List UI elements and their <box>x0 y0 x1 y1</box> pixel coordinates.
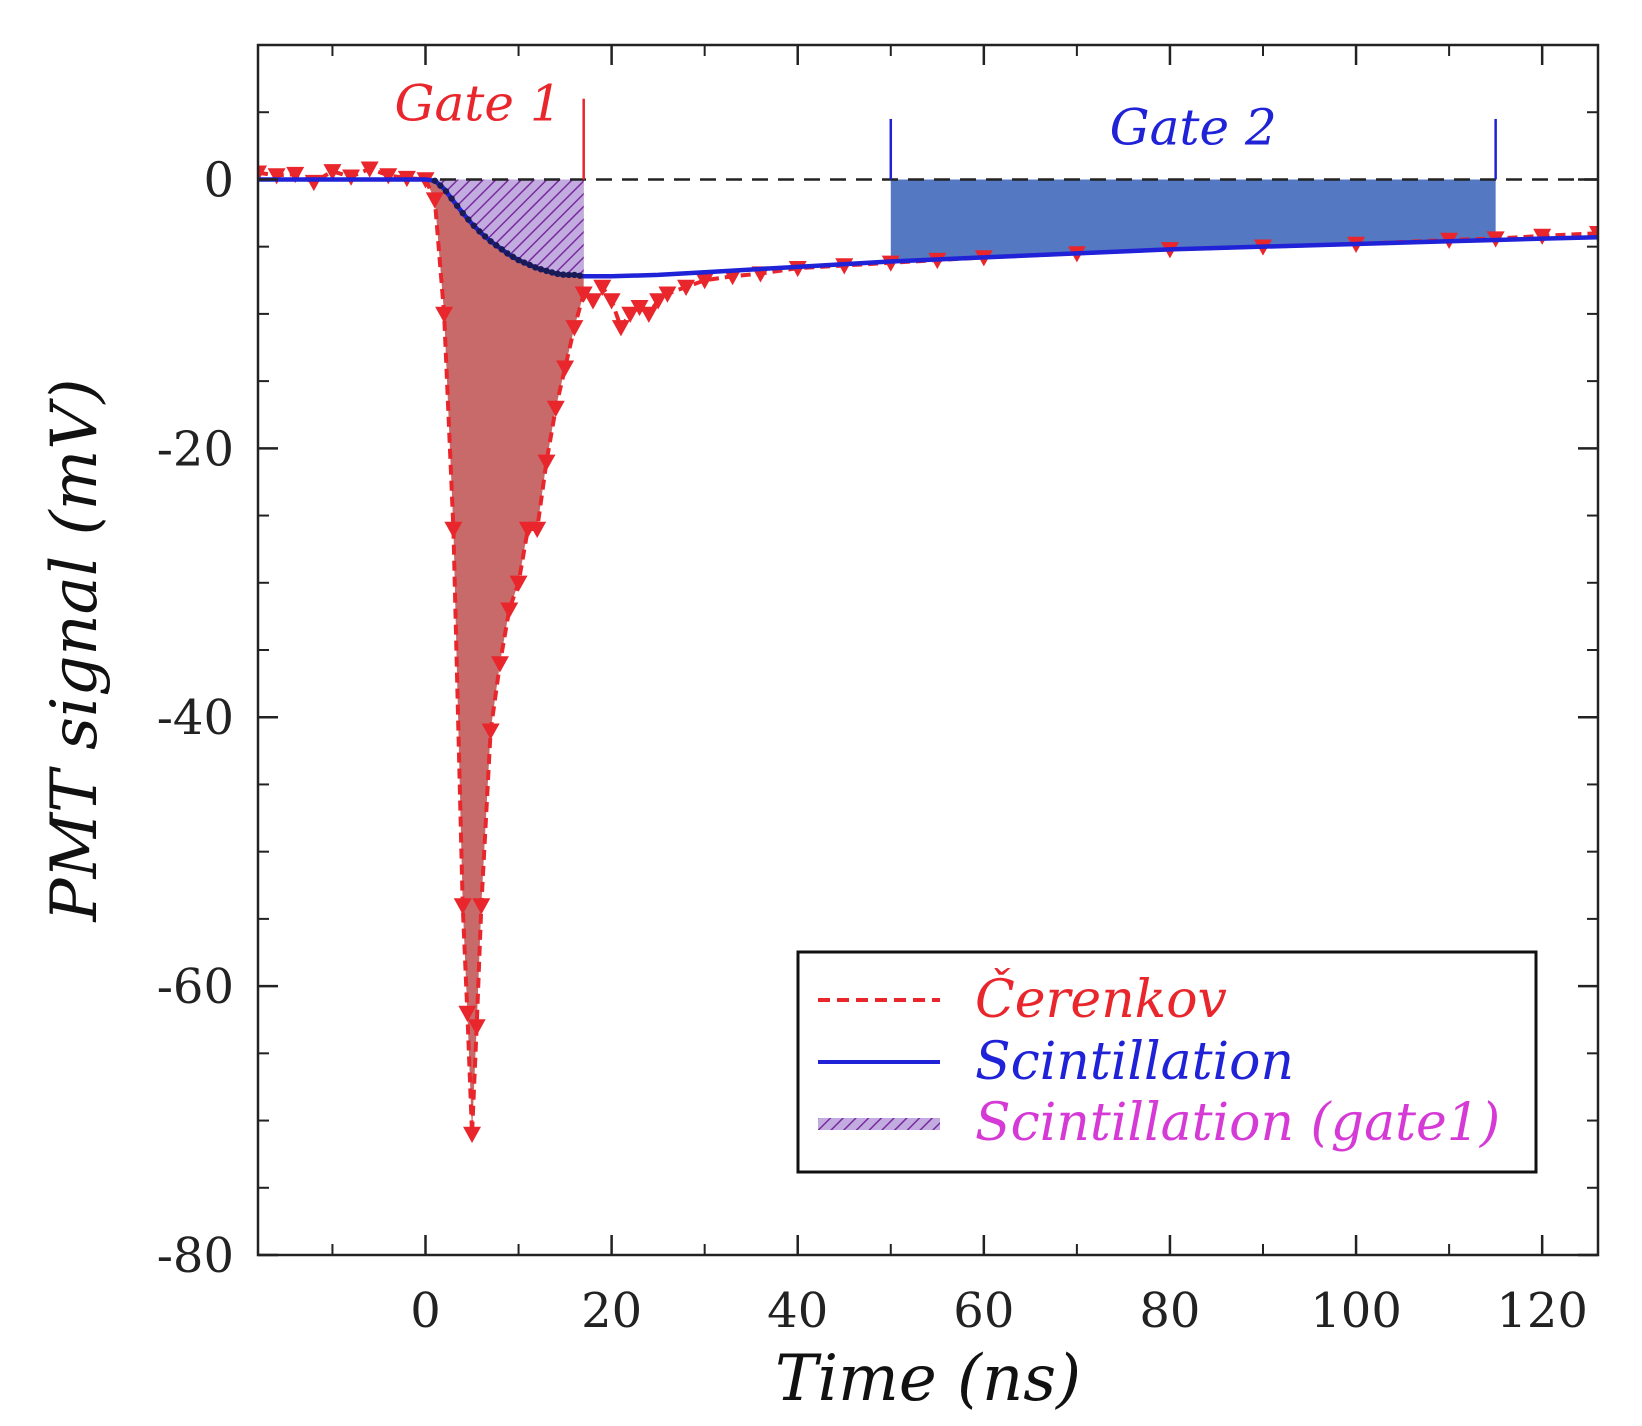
gate2-label: Gate 2 <box>1110 98 1277 156</box>
scintillation-gate1-dot <box>537 266 545 273</box>
cherenkov-point <box>546 400 565 417</box>
cherenkov-point <box>611 320 630 337</box>
x-tick-label: 60 <box>953 1283 1014 1339</box>
cherenkov-point <box>453 898 472 915</box>
x-tick-label: 20 <box>581 1283 642 1339</box>
legend-swatch-scintillation-gate1 <box>818 1118 940 1130</box>
scintillation-gate1-dot <box>504 250 511 257</box>
cherenkov-point <box>435 306 454 323</box>
legend-label-scintillation: Scintillation <box>975 1032 1294 1092</box>
y-tick-label: -20 <box>157 421 234 477</box>
cherenkov-point <box>639 306 658 323</box>
scintillation-gate1-dot <box>548 269 556 276</box>
x-tick-label: 100 <box>1310 1283 1402 1339</box>
gate1-label: Gate 1 <box>395 74 562 132</box>
scintillation-gate1-dot <box>481 233 489 240</box>
cherenkov-point <box>528 521 547 538</box>
cherenkov-point <box>458 1005 477 1022</box>
cherenkov-point <box>630 299 649 317</box>
scintillation-gate1-dot <box>448 195 455 202</box>
legend: Čerenkov Scintillation Scintillation (ga… <box>796 950 1538 1174</box>
x-tick-label: 40 <box>767 1283 828 1339</box>
cherenkov-point <box>695 273 714 290</box>
scintillation-gate1-dot <box>476 228 483 235</box>
cherenkov-point <box>286 166 305 184</box>
scintillation-gate1-dot <box>543 267 550 275</box>
cherenkov-point <box>556 360 575 377</box>
cherenkov-point <box>602 293 621 310</box>
cherenkov-point <box>472 898 491 915</box>
cherenkov-point <box>267 168 286 185</box>
cherenkov-point <box>677 279 696 296</box>
scintillation-gate1-dot <box>526 261 533 269</box>
cherenkov-area-fill <box>425 179 584 1134</box>
cherenkov-point <box>360 161 379 178</box>
scintillation-gate1-dot <box>554 270 561 278</box>
cherenkov-point <box>565 320 584 337</box>
scintillation-gate1-dot <box>520 259 528 266</box>
y-tick-label: -40 <box>157 690 234 746</box>
scintillation-gate1-hatch-fill <box>425 179 584 277</box>
cherenkov-point <box>649 293 668 310</box>
cherenkov-point <box>500 602 519 619</box>
scintillation-gate1-dot <box>532 264 539 271</box>
scintillation-gate1-dot <box>576 272 584 279</box>
scintillation-gate1-dot <box>453 202 461 209</box>
x-axis-title: Time (ns) <box>775 1342 1081 1416</box>
scintillation-gate1-dot <box>509 253 517 261</box>
y-tick-label: -80 <box>157 1228 234 1284</box>
cherenkov-point <box>509 575 528 592</box>
y-tick-label: 0 <box>203 152 234 208</box>
x-tick-label: 0 <box>410 1283 441 1339</box>
cherenkov-point <box>537 454 556 471</box>
cherenkov-point <box>584 293 602 310</box>
scintillation-gate1-dot <box>470 222 478 229</box>
cherenkov-point <box>444 521 463 538</box>
cherenkov-point <box>463 1126 482 1143</box>
cherenkov-point <box>467 1019 486 1036</box>
x-tick-label: 120 <box>1496 1283 1588 1339</box>
scintillation-gate1-dot <box>565 271 573 279</box>
cherenkov-point <box>490 656 509 673</box>
x-tick-label: 80 <box>1139 1283 1200 1339</box>
y-axis-title: PMT signal (mV) <box>38 379 112 923</box>
cherenkov-point <box>379 168 398 185</box>
scintillation-gate1-dot <box>571 271 578 279</box>
scintillation-gate1-dot <box>442 188 450 195</box>
scintillation-gate1-dot <box>493 242 500 249</box>
scintillation-gate1-dot <box>431 177 439 184</box>
cherenkov-point <box>621 306 640 323</box>
scintillation-gate1-dot <box>465 216 472 223</box>
scintillation-gate1-dot <box>437 182 444 189</box>
y-tick-label: -60 <box>157 959 234 1015</box>
cherenkov-point <box>574 286 593 303</box>
scintillation-gate1-dot <box>560 271 567 278</box>
legend-label-scintillation-gate1: Scintillation (gate1) <box>975 1093 1500 1153</box>
scintillation-gate1-dot <box>515 256 522 264</box>
cherenkov-point <box>425 192 444 209</box>
scintillation-gate1-dot <box>459 209 466 217</box>
scintillation-gate1-dot <box>498 246 506 253</box>
cherenkov-point <box>323 164 342 181</box>
legend-label-cherenkov: Čerenkov <box>975 968 1227 1030</box>
cherenkov-point <box>658 286 677 303</box>
cherenkov-point <box>481 723 500 740</box>
cherenkov-point <box>593 279 612 296</box>
gate2-area-fill <box>890 179 1496 262</box>
scintillation-gate1-dot <box>487 238 494 245</box>
